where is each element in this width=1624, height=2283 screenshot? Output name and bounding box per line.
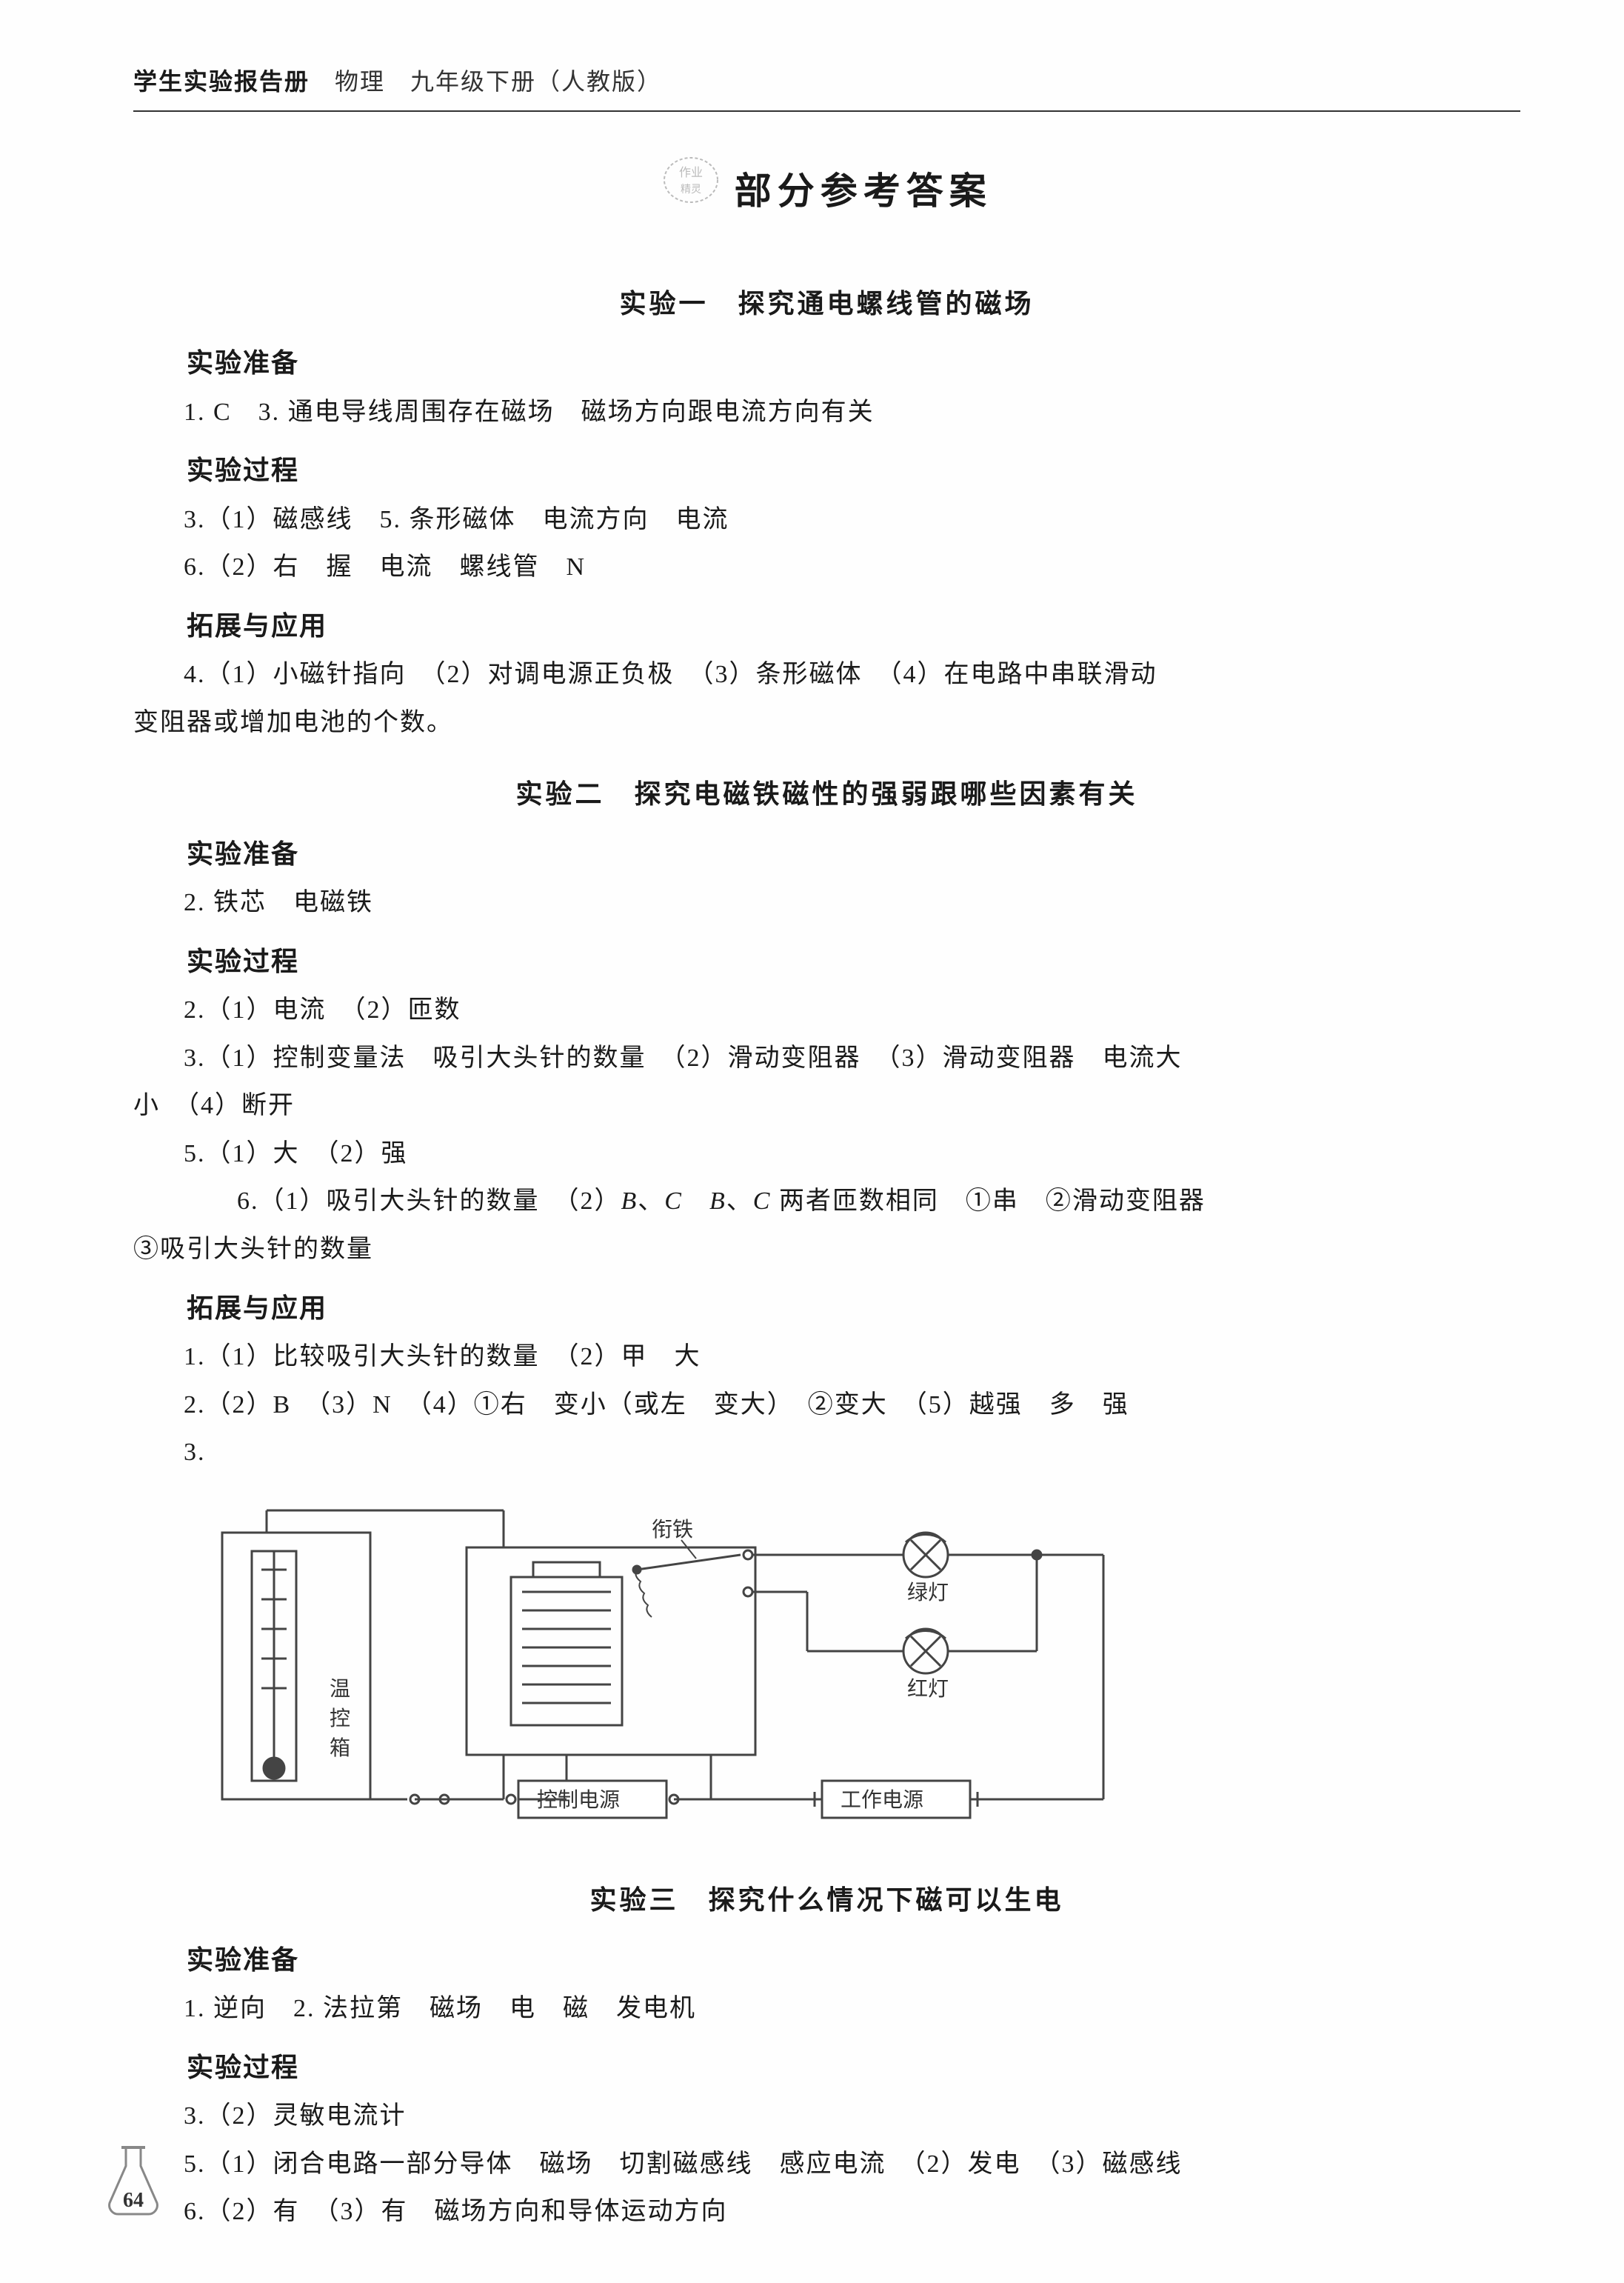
label-thermo-2: 控 [330, 1707, 350, 1730]
exp2-p5b: ③吸引大头针的数量 [133, 1226, 1520, 1274]
svg-text:作业: 作业 [679, 166, 703, 179]
exp1-p4b: 变阻器或增加电池的个数。 [133, 699, 1520, 747]
exp1-p1: 1. C 3. 通电导线周围存在磁场 磁场方向跟电流方向有关 [133, 389, 1520, 437]
main-title-row: 作业 精灵 部分参考答案 [133, 156, 1520, 227]
exp1-h2: 实验过程 [133, 445, 1520, 496]
exp3-p4: 6.（2）有 （3）有 磁场方向和导体运动方向 [133, 2188, 1520, 2236]
exp3-title: 实验三 探究什么情况下磁可以生电 [133, 1875, 1520, 1925]
exp2-p3a: 3.（1）控制变量法 吸引大头针的数量 （2）滑动变阻器 （3）滑动变阻器 电流… [133, 1035, 1520, 1083]
exp3-h2: 实验过程 [133, 2042, 1520, 2093]
exp2-p7: 2.（2）B （3）N （4）①右 变小（或左 变大） ②变大 （5）越强 多 … [133, 1382, 1520, 1430]
label-thermo-3: 箱 [330, 1736, 350, 1760]
exp2-p6: 1.（1）比较吸引大头针的数量 （2）甲 大 [133, 1333, 1520, 1382]
page-footer: 64 [96, 2140, 170, 2239]
exp2-p3b: 小 （4）断开 [133, 1082, 1520, 1130]
exp2-h1: 实验准备 [133, 829, 1520, 879]
exp3-p1: 1. 逆向 2. 法拉第 磁场 电 磁 发电机 [133, 1985, 1520, 2033]
exp3-p2: 3.（2）灵敏电流计 [133, 2093, 1520, 2141]
exp2-h2: 实验过程 [133, 936, 1520, 987]
exp2-p5a: 6.（1）吸引大头针的数量 （2）B、C B、C 两者匝数相同 ①串 ②滑动变阻… [133, 1178, 1520, 1226]
exp1-title: 实验一 探究通电螺线管的磁场 [133, 279, 1520, 329]
main-title: 部分参考答案 [735, 156, 992, 227]
exp3-h1: 实验准备 [133, 1935, 1520, 1985]
exp2-p1: 2. 铁芯 电磁铁 [133, 879, 1520, 927]
exp1-h3: 拓展与应用 [133, 601, 1520, 651]
header-light: 物理 九年级下册（人教版） [310, 68, 662, 95]
exp2-p8: 3. [133, 1429, 1520, 1477]
exp1-h1: 实验准备 [133, 338, 1520, 388]
page-number: 64 [123, 2189, 144, 2212]
exp1-p2: 3.（1）磁感线 5. 条形磁体 电流方向 电流 [133, 496, 1520, 544]
exp2-title: 实验二 探究电磁铁磁性的强弱跟哪些因素有关 [133, 769, 1520, 819]
label-red: 红灯 [907, 1677, 949, 1701]
header-bold: 学生实验报告册 [133, 68, 310, 95]
flask-icon: 64 [96, 2140, 170, 2222]
exp2-p4: 5.（1）大 （2）强 [133, 1130, 1520, 1179]
page-header: 学生实验报告册 物理 九年级下册（人教版） [133, 59, 1520, 112]
svg-text:精灵: 精灵 [681, 184, 701, 196]
label-work-ps: 工作电源 [841, 1788, 923, 1812]
circuit-diagram: 温 控 箱 衔铁 [193, 1488, 1520, 1853]
exp3-p3: 5.（1）闭合电路一部分导体 磁场 切割磁感线 感应电流 （2）发电 （3）磁感… [133, 2141, 1520, 2189]
exp1-p4a: 4.（1）小磁针指向 （2）对调电源正负极 （3）条形磁体 （4）在电路中串联滑… [133, 651, 1520, 699]
exp2-p2: 2.（1）电流 （2）匝数 [133, 987, 1520, 1035]
exp2-h3: 拓展与应用 [133, 1283, 1520, 1333]
stamp-icon: 作业 精灵 [661, 154, 721, 223]
label-thermo-1: 温 [330, 1678, 350, 1701]
exp1-p3: 6.（2）右 握 电流 螺线管 N [133, 544, 1520, 592]
label-armature: 衔铁 [652, 1518, 693, 1542]
label-green: 绿灯 [907, 1581, 949, 1604]
